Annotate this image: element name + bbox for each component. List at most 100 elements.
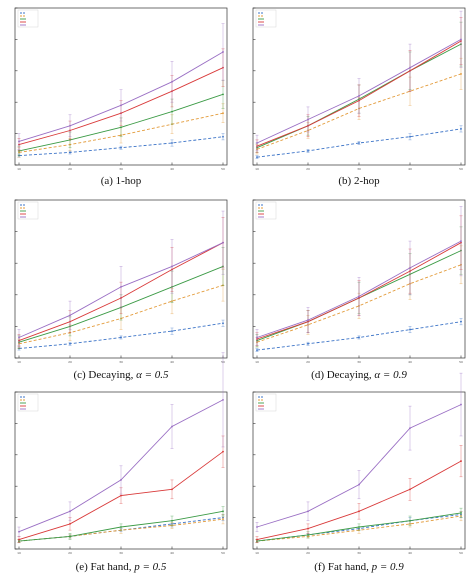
legend — [17, 201, 39, 220]
data-point — [256, 336, 258, 339]
data-point — [120, 526, 122, 528]
x-tick-label: 40 — [408, 551, 412, 555]
data-point — [307, 533, 309, 536]
legend — [255, 201, 277, 220]
data-point — [307, 527, 309, 530]
data-point — [358, 336, 360, 339]
x-tick-label: 40 — [170, 551, 174, 555]
chart-panel-1: 10 20 30 40 50 (a) 1-hop — [14, 7, 228, 187]
caption: (f) Fat hand, p = 0.9 — [314, 561, 404, 573]
data-point — [222, 93, 224, 96]
series-line-2 — [256, 264, 462, 343]
legend-box — [17, 201, 39, 220]
caption: (b) 2-hop — [338, 175, 380, 187]
caption-label: (c) Decaying, — [73, 369, 136, 381]
legend — [255, 393, 277, 412]
data-point — [358, 510, 360, 513]
caption-label: (e) Fat hand, — [76, 561, 135, 573]
data-point — [256, 142, 258, 144]
x-tick-label: 10 — [17, 551, 21, 555]
data-point — [256, 349, 258, 351]
data-point — [69, 522, 71, 525]
x-tick-label: 30 — [357, 551, 361, 555]
data-point — [171, 519, 173, 522]
chart-panel-6: 10 20 30 40 50 (f) Fat hand, p = 0.9 — [252, 372, 466, 573]
caption-label: (b) 2-hop — [338, 175, 380, 187]
data-point — [358, 295, 360, 298]
series-line-2 — [256, 73, 462, 150]
data-point — [358, 142, 360, 144]
data-point — [120, 336, 122, 339]
data-point — [222, 398, 224, 401]
data-point — [222, 450, 224, 453]
data-point — [171, 488, 173, 491]
data-point — [307, 149, 309, 152]
x-tick-label: 50 — [221, 551, 225, 555]
x-tick-label: 30 — [119, 360, 123, 364]
x-tick-label: 50 — [459, 167, 463, 171]
x-tick-label: 40 — [170, 360, 174, 364]
data-point — [69, 124, 71, 127]
caption-label: (a) 1-hop — [101, 175, 142, 187]
data-point — [409, 328, 411, 331]
data-point — [460, 511, 462, 514]
data-point — [222, 322, 224, 325]
x-tick-label: 20 — [68, 167, 72, 171]
caption-math: p = 0.9 — [371, 561, 405, 573]
data-point — [18, 140, 20, 143]
data-point — [460, 73, 462, 75]
data-point — [120, 146, 122, 149]
x-tick-label: 10 — [255, 551, 259, 555]
x-tick-label: 30 — [119, 551, 123, 555]
data-point — [460, 403, 462, 406]
data-point — [171, 265, 173, 268]
data-point — [120, 479, 122, 481]
data-point — [69, 535, 71, 538]
data-point — [171, 425, 173, 428]
x-tick-label: 50 — [221, 167, 225, 171]
data-point — [358, 483, 360, 486]
caption: (c) Decaying, α = 0.5 — [73, 369, 169, 381]
data-point — [409, 519, 411, 522]
data-point — [307, 319, 309, 321]
x-tick-label: 10 — [255, 167, 259, 171]
chart-panel-2: 10 20 30 40 50 (b) 2-hop — [252, 7, 466, 187]
data-point — [307, 510, 309, 513]
x-tick-label: 20 — [306, 360, 310, 364]
data-point — [409, 135, 411, 138]
x-tick-label: 30 — [357, 167, 361, 171]
data-point — [222, 135, 224, 138]
caption-label: (d) Decaying, — [311, 369, 374, 381]
data-point — [69, 342, 71, 345]
data-point — [358, 526, 360, 528]
data-point — [409, 267, 411, 269]
x-tick-label: 10 — [17, 360, 21, 364]
x-tick-label: 40 — [170, 167, 174, 171]
caption-math: p = 0.5 — [133, 561, 167, 573]
x-tick-label: 40 — [408, 167, 412, 171]
data-point — [256, 538, 258, 541]
data-point — [460, 240, 462, 242]
data-point — [171, 330, 173, 333]
data-point — [460, 460, 462, 462]
legend-box — [17, 9, 39, 28]
data-point — [120, 286, 122, 288]
legend — [17, 9, 39, 28]
data-point — [120, 104, 122, 107]
x-tick-label: 30 — [357, 360, 361, 364]
x-tick-label: 30 — [119, 167, 123, 171]
x-tick-label: 10 — [17, 167, 21, 171]
legend-box — [255, 9, 277, 28]
data-point — [358, 95, 360, 97]
data-point — [409, 488, 411, 491]
x-tick-label: 20 — [306, 167, 310, 171]
legend-box — [255, 393, 277, 412]
caption-math: α = 0.5 — [136, 369, 169, 381]
data-point — [171, 110, 173, 113]
data-point — [409, 66, 411, 69]
caption: (a) 1-hop — [101, 175, 142, 187]
legend — [255, 9, 277, 28]
